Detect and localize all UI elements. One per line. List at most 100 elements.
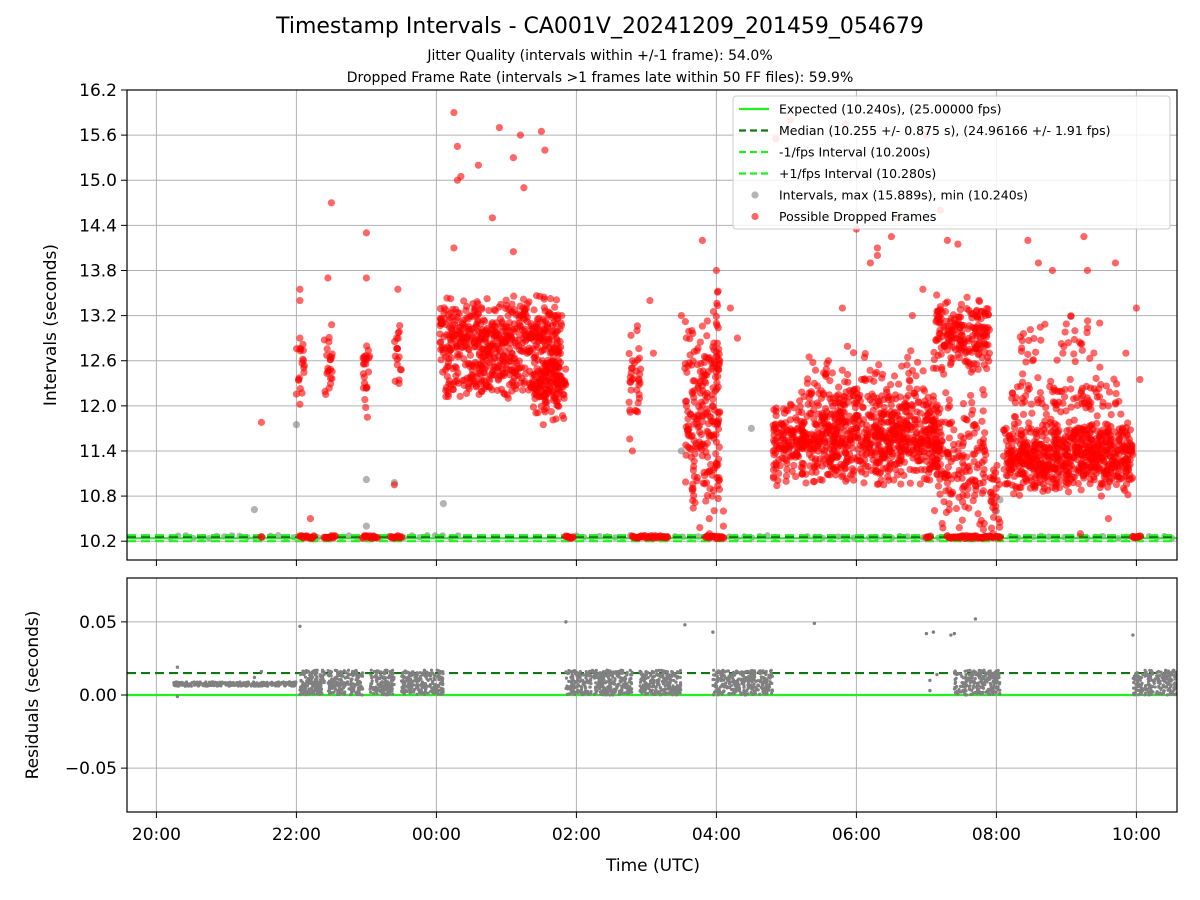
residual-point	[369, 690, 373, 694]
dropped-frame-point	[971, 477, 979, 485]
dropped-frame-point	[777, 419, 785, 427]
dropped-frame-point	[798, 408, 806, 417]
dropped-frame-point	[779, 429, 788, 437]
residual-point	[437, 677, 441, 682]
residual-point	[598, 690, 603, 694]
residual-point	[597, 679, 601, 683]
dropped-frame-point	[912, 372, 920, 380]
dropped-frame-point	[1033, 439, 1041, 447]
dropped-frame-point	[1051, 440, 1059, 448]
dropped-frame-point	[300, 368, 308, 377]
dropped-frame-point	[929, 392, 937, 400]
residual-point	[292, 680, 296, 684]
residual-point	[370, 679, 374, 683]
dropped-frame-point	[849, 349, 858, 357]
residual-point	[381, 691, 385, 696]
dropped-frame-point	[694, 423, 702, 431]
dropped-frame-point	[500, 389, 508, 397]
residual-point	[346, 675, 350, 680]
residual-point	[330, 677, 334, 681]
dropped-frame-point	[689, 466, 697, 474]
dropped-frame-point	[886, 435, 894, 443]
residual-point	[376, 682, 380, 687]
dropped-frame-point	[325, 384, 333, 392]
dropped-frame-point	[873, 244, 882, 252]
dropped-frame-point	[532, 292, 541, 300]
residual-point	[335, 692, 339, 697]
dropped-frame-point	[1079, 392, 1087, 400]
dropped-frame-point	[1092, 374, 1100, 382]
dropped-frame-point	[885, 448, 894, 456]
dropped-frame-point	[696, 524, 704, 532]
residual-point	[401, 679, 405, 683]
dropped-frame-point	[514, 310, 522, 318]
dropped-frame-point	[1077, 486, 1085, 494]
residual-point	[349, 682, 353, 687]
dropped-frame-point	[929, 430, 938, 438]
dropped-frame-point	[1067, 403, 1075, 411]
dropped-frame-point	[550, 345, 558, 353]
dropped-frame-point	[864, 463, 872, 471]
residual-point	[192, 683, 197, 687]
residual-point	[606, 675, 611, 680]
dropped-frame-point	[394, 285, 402, 293]
dropped-frame-point	[362, 403, 370, 412]
residual-point	[315, 671, 319, 675]
dropped-frame-point	[682, 478, 690, 486]
dropped-frame-point	[810, 406, 818, 414]
dropped-frame-point	[702, 479, 711, 487]
residual-point	[623, 675, 627, 679]
dropped-frame-point	[705, 515, 713, 523]
dropped-frame-point	[890, 476, 898, 484]
residual-point	[327, 674, 331, 678]
residual-point	[304, 686, 308, 690]
dropped-frame-point	[323, 345, 331, 353]
dropped-frame-point	[701, 410, 710, 418]
dropped-frame-point	[1122, 445, 1130, 453]
dropped-frame-point	[363, 383, 371, 391]
dropped-frame-point	[772, 407, 780, 415]
residual-point	[400, 690, 404, 694]
dropped-frame-point	[792, 414, 800, 422]
residual-point	[583, 689, 588, 693]
dropped-frame-point	[488, 214, 496, 222]
dropped-frame-point	[628, 447, 637, 455]
dropped-frame-point	[1034, 374, 1042, 382]
residual-point	[334, 683, 338, 688]
dropped-frame-point	[905, 369, 913, 377]
residual-point	[618, 679, 622, 683]
dropped-frame-point	[948, 490, 956, 498]
dropped-frame-point	[945, 396, 953, 404]
dropped-frame-point	[1024, 350, 1032, 358]
dropped-frame-point	[880, 408, 889, 416]
dropped-frame-point	[686, 335, 694, 343]
dropped-frame-point	[788, 429, 796, 438]
residual-point	[314, 688, 318, 692]
residual-point	[298, 688, 302, 692]
dropped-frame-point	[1018, 378, 1027, 386]
dropped-frame-point	[973, 360, 981, 368]
residual-point	[358, 684, 363, 688]
dropped-frame-point	[974, 510, 982, 518]
dropped-frame-point	[940, 370, 948, 378]
dropped-frame-point	[832, 392, 841, 400]
dropped-frame-point	[854, 446, 862, 454]
dropped-frame-point	[983, 364, 991, 373]
dropped-frame-point	[390, 481, 398, 489]
dropped-frame-point	[974, 461, 983, 469]
dropped-frame-point	[781, 436, 789, 445]
residual-point	[440, 689, 444, 693]
residual-point	[407, 672, 412, 676]
dropped-frame-point	[1096, 432, 1104, 440]
residual-point	[390, 682, 395, 686]
dropped-frame-point	[689, 504, 697, 512]
residual-point	[307, 687, 311, 691]
dropped-frame-point	[373, 533, 381, 542]
dropped-frame-point	[445, 380, 453, 388]
dropped-frame-point	[499, 335, 507, 344]
dropped-frame-point	[1086, 480, 1094, 488]
dropped-frame-point	[1066, 375, 1074, 384]
dropped-frame-point	[482, 326, 490, 334]
residual-point	[307, 681, 311, 685]
dropped-frame-point	[690, 347, 698, 356]
